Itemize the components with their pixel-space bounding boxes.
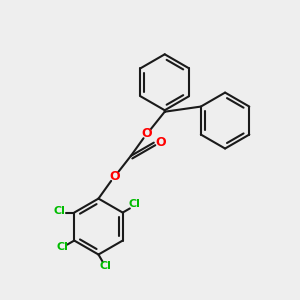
Text: Cl: Cl <box>128 200 140 209</box>
Text: Cl: Cl <box>99 261 111 271</box>
Text: Cl: Cl <box>57 242 69 252</box>
Text: O: O <box>110 170 120 183</box>
Text: Cl: Cl <box>54 206 65 216</box>
Text: O: O <box>142 127 152 140</box>
Text: O: O <box>155 136 166 149</box>
